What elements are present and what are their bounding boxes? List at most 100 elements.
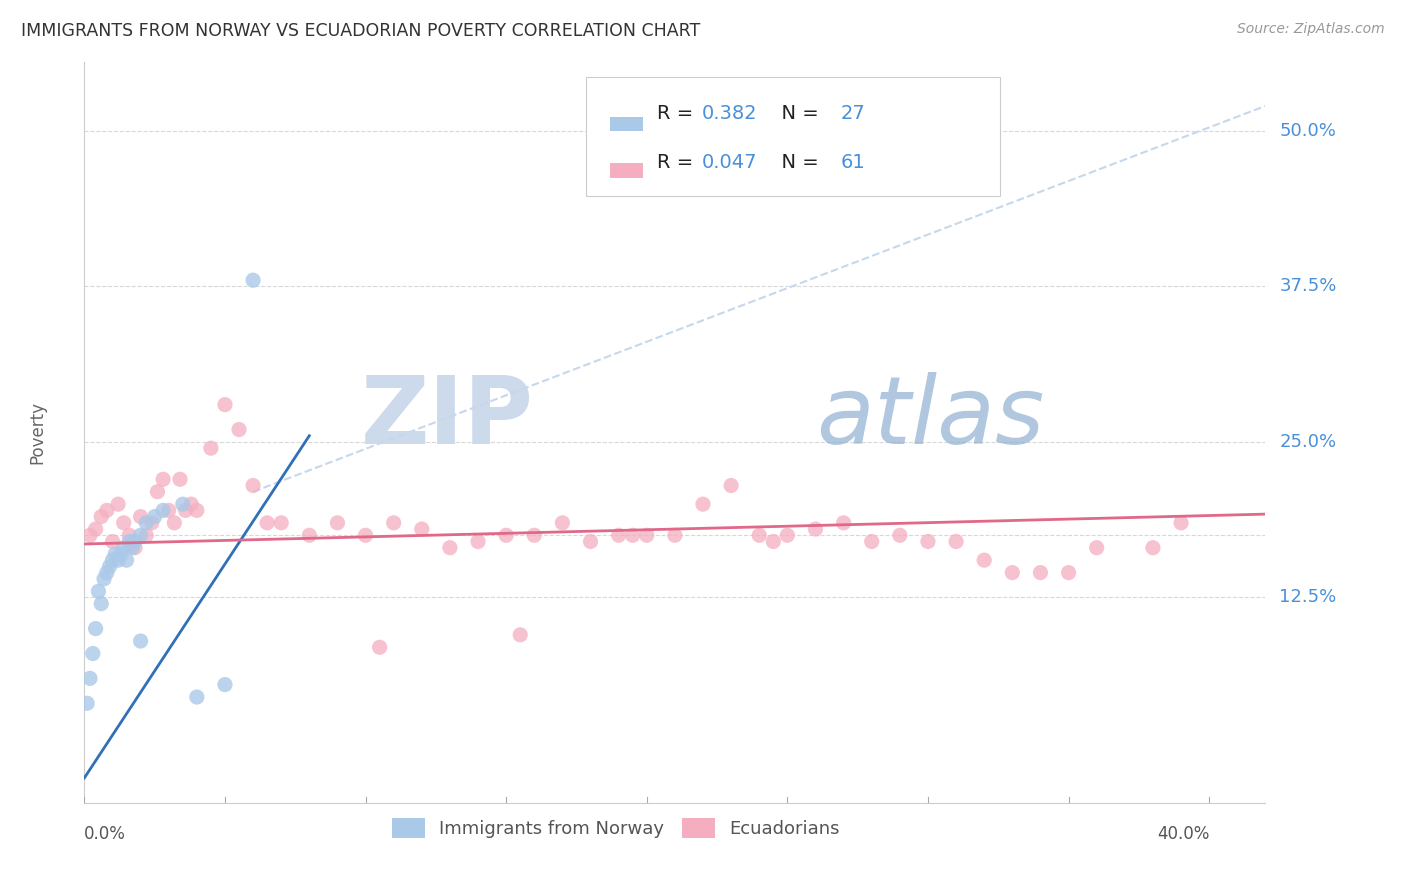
Point: [157, 503, 180, 517]
Point: [917, 534, 939, 549]
Point: [163, 516, 186, 530]
Text: N =: N =: [769, 153, 825, 172]
Point: [354, 528, 377, 542]
Text: 37.5%: 37.5%: [1279, 277, 1337, 295]
Point: [214, 677, 236, 691]
Point: [118, 534, 141, 549]
Point: [101, 553, 124, 567]
Point: [104, 547, 127, 561]
Point: [84, 522, 107, 536]
Point: [1170, 516, 1192, 530]
Point: [776, 528, 799, 542]
Point: [242, 273, 264, 287]
Point: [129, 528, 152, 542]
Point: [621, 528, 644, 542]
Point: [1142, 541, 1164, 555]
Legend: Immigrants from Norway, Ecuadorians: Immigrants from Norway, Ecuadorians: [385, 810, 846, 846]
Point: [762, 534, 785, 549]
Point: [169, 472, 191, 486]
Point: [495, 528, 517, 542]
Point: [1029, 566, 1052, 580]
Point: [228, 423, 250, 437]
Point: [607, 528, 630, 542]
Point: [523, 528, 546, 542]
Text: Source: ZipAtlas.com: Source: ZipAtlas.com: [1237, 22, 1385, 37]
Point: [96, 566, 118, 580]
Point: [87, 584, 110, 599]
Text: 50.0%: 50.0%: [1279, 122, 1336, 140]
Point: [124, 534, 146, 549]
Point: [110, 547, 132, 561]
Point: [93, 572, 115, 586]
Point: [720, 478, 742, 492]
Point: [467, 534, 489, 549]
Text: 0.0%: 0.0%: [84, 825, 127, 843]
Text: 25.0%: 25.0%: [1279, 433, 1337, 451]
Point: [96, 503, 118, 517]
Point: [129, 509, 152, 524]
Point: [186, 503, 208, 517]
Point: [107, 497, 129, 511]
Point: [579, 534, 602, 549]
Text: 0.047: 0.047: [702, 153, 758, 172]
Point: [551, 516, 574, 530]
Point: [172, 497, 194, 511]
Point: [152, 503, 174, 517]
Point: [124, 541, 146, 555]
Point: [200, 441, 222, 455]
Point: [107, 553, 129, 567]
Point: [118, 528, 141, 542]
Point: [101, 534, 124, 549]
Point: [146, 484, 169, 499]
Point: [889, 528, 911, 542]
Text: 0.382: 0.382: [702, 104, 758, 123]
Point: [1057, 566, 1080, 580]
Text: IMMIGRANTS FROM NORWAY VS ECUADORIAN POVERTY CORRELATION CHART: IMMIGRANTS FROM NORWAY VS ECUADORIAN POV…: [21, 22, 700, 40]
Text: 27: 27: [841, 104, 865, 123]
Point: [174, 503, 197, 517]
Point: [973, 553, 995, 567]
Point: [135, 528, 157, 542]
Point: [509, 628, 531, 642]
Point: [270, 516, 292, 530]
Point: [79, 528, 101, 542]
Point: [664, 528, 686, 542]
Text: 61: 61: [841, 153, 865, 172]
Point: [90, 509, 112, 524]
Point: [186, 690, 208, 704]
Point: [242, 478, 264, 492]
Point: [298, 528, 321, 542]
Point: [180, 497, 202, 511]
Point: [121, 541, 143, 555]
Point: [115, 553, 138, 567]
Point: [214, 398, 236, 412]
Text: 40.0%: 40.0%: [1157, 825, 1209, 843]
Text: R =: R =: [657, 153, 700, 172]
Point: [326, 516, 349, 530]
Point: [112, 516, 135, 530]
Text: Poverty: Poverty: [28, 401, 46, 464]
Text: atlas: atlas: [817, 372, 1045, 463]
Point: [79, 672, 101, 686]
Point: [82, 647, 104, 661]
Point: [141, 516, 163, 530]
Text: 12.5%: 12.5%: [1279, 589, 1337, 607]
Point: [368, 640, 391, 655]
Point: [98, 559, 121, 574]
Point: [1085, 541, 1108, 555]
Point: [129, 634, 152, 648]
FancyBboxPatch shape: [586, 78, 1000, 195]
Point: [832, 516, 855, 530]
Text: N =: N =: [769, 104, 825, 123]
Point: [135, 516, 157, 530]
Point: [112, 541, 135, 555]
Point: [804, 522, 827, 536]
Text: ZIP: ZIP: [360, 372, 533, 464]
Point: [90, 597, 112, 611]
Bar: [610, 163, 643, 178]
Text: R =: R =: [657, 104, 700, 123]
Point: [860, 534, 883, 549]
Point: [152, 472, 174, 486]
Point: [256, 516, 278, 530]
Point: [748, 528, 770, 542]
